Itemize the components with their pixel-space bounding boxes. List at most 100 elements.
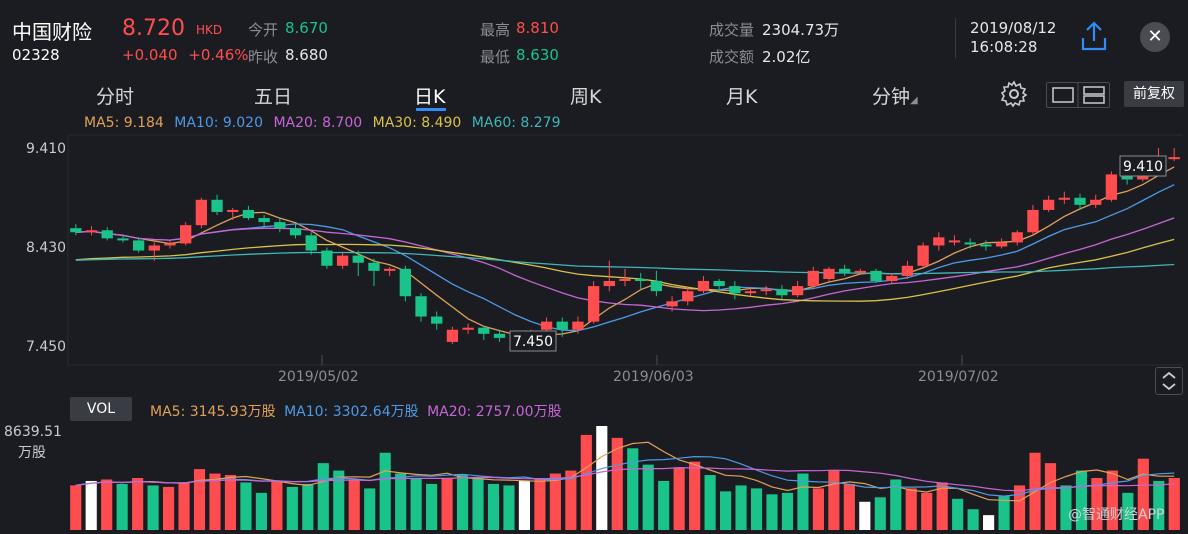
volume-bar bbox=[70, 485, 82, 530]
volume-bar bbox=[812, 488, 824, 530]
vol-ma5-line bbox=[75, 441, 1175, 502]
volume-bar bbox=[1168, 478, 1180, 530]
candle-body bbox=[933, 237, 945, 246]
low-tag-text: 7.450 bbox=[513, 334, 553, 350]
volume-bar bbox=[596, 426, 608, 530]
volume-bar bbox=[781, 492, 794, 530]
volume-bar bbox=[395, 473, 407, 530]
volume-bar bbox=[611, 437, 623, 530]
candle-body bbox=[760, 289, 772, 292]
stock-name: 中国财险 bbox=[12, 20, 92, 44]
volume-bar bbox=[936, 482, 948, 530]
volume-bar bbox=[843, 483, 855, 530]
volume-bar bbox=[797, 473, 809, 530]
open-label: 今开 bbox=[248, 21, 279, 39]
candlestick-chart[interactable]: 9.410 7.450 bbox=[0, 0, 1188, 400]
volume-bar bbox=[580, 434, 592, 530]
quote-date: 2019/08/12 bbox=[970, 19, 1057, 37]
volume-bar bbox=[1091, 478, 1103, 530]
volume-bar bbox=[426, 483, 438, 530]
prev-close-label: 昨收 bbox=[248, 48, 279, 66]
volume-bar bbox=[101, 479, 113, 530]
candle-body bbox=[1027, 209, 1039, 233]
volume-bar bbox=[1122, 492, 1134, 530]
candle-body bbox=[336, 255, 349, 266]
volume-bar bbox=[998, 495, 1010, 530]
volume-bar bbox=[750, 488, 763, 530]
collapse-toggle[interactable] bbox=[1155, 367, 1183, 395]
volume-bar bbox=[828, 470, 840, 530]
candle-body bbox=[823, 268, 835, 279]
tab-intraday[interactable]: 分时 bbox=[96, 86, 135, 108]
candle-body bbox=[101, 230, 113, 239]
watermark: @智通财经APP bbox=[1068, 507, 1165, 523]
tab-daily-k[interactable]: 日K bbox=[414, 86, 446, 108]
volume-bar bbox=[874, 497, 886, 530]
price-change: +0.040 +0.46% bbox=[122, 46, 249, 64]
volume-bar bbox=[1137, 458, 1149, 530]
volume-bar bbox=[456, 475, 469, 530]
candle-body bbox=[886, 275, 898, 282]
tab-five-day[interactable]: 五日 bbox=[254, 86, 293, 108]
settings-gear-icon[interactable] bbox=[1000, 80, 1028, 108]
share-icon[interactable] bbox=[1080, 20, 1108, 52]
close-icon: ✕ bbox=[1147, 26, 1163, 47]
candle-body bbox=[305, 235, 317, 251]
volume-bar bbox=[719, 491, 732, 530]
candle-body bbox=[635, 278, 647, 282]
volume-bar bbox=[240, 482, 252, 530]
volume-axis-unit: 万股 bbox=[18, 445, 46, 461]
volume-bar bbox=[952, 498, 964, 530]
candle-body bbox=[1058, 197, 1070, 200]
volume-bar bbox=[193, 469, 206, 530]
candle-body bbox=[478, 327, 490, 334]
tab-minute[interactable]: 分钟◢ bbox=[872, 82, 918, 109]
candle-body bbox=[619, 278, 631, 282]
candle-body bbox=[1011, 232, 1023, 243]
candle-body bbox=[164, 243, 176, 246]
candle-body bbox=[540, 321, 553, 330]
candle-body bbox=[1074, 197, 1086, 205]
volume-bar bbox=[410, 478, 422, 530]
candle-body bbox=[399, 268, 411, 297]
volume-bar bbox=[379, 452, 391, 530]
volume-bar bbox=[859, 501, 871, 530]
active-tab-indicator bbox=[416, 108, 446, 111]
layout-toggle[interactable] bbox=[1046, 82, 1110, 108]
candle-body bbox=[776, 289, 788, 296]
volume-bar bbox=[209, 473, 221, 530]
currency-label: HKD bbox=[196, 23, 223, 37]
candle-body bbox=[854, 270, 867, 273]
high-price-tag: 9.410 bbox=[1119, 155, 1167, 177]
tab-monthly-k[interactable]: 月K bbox=[726, 86, 758, 108]
candle-body bbox=[839, 268, 851, 273]
candle-body bbox=[117, 238, 129, 241]
volume-bar bbox=[1075, 470, 1088, 530]
volume-ma-legend: MA5: 3145.93万股 MA10: 3302.64万股 MA20: 275… bbox=[150, 401, 562, 421]
tab-weekly-k[interactable]: 周K bbox=[570, 86, 602, 108]
candle-body bbox=[603, 281, 615, 287]
candle-body bbox=[744, 291, 757, 294]
ma5-line bbox=[75, 166, 1175, 337]
date-label-may: 2019/05/02 bbox=[278, 369, 359, 385]
candle-body bbox=[1042, 199, 1055, 210]
volume-bar bbox=[317, 463, 329, 530]
close-button[interactable]: ✕ bbox=[1140, 22, 1170, 52]
low-label: 最低 bbox=[480, 48, 511, 66]
candle-body bbox=[368, 262, 380, 271]
ma20-line bbox=[75, 217, 1175, 312]
volume-bar bbox=[255, 492, 267, 530]
volume-indicator-button[interactable]: VOL bbox=[70, 397, 132, 421]
candle-body bbox=[180, 225, 192, 244]
volume-label: 成交量 bbox=[709, 21, 755, 39]
volume-chart[interactable] bbox=[0, 420, 1188, 534]
volume-bar bbox=[905, 488, 917, 530]
vol-ma20-line bbox=[75, 466, 1175, 492]
candle-body bbox=[682, 291, 694, 302]
candle-body bbox=[729, 286, 741, 294]
candle-body bbox=[1090, 199, 1102, 205]
candle-body bbox=[917, 245, 929, 266]
stock-code: 02328 bbox=[12, 46, 60, 64]
adjust-mode-button[interactable]: 前复权 bbox=[1124, 81, 1184, 107]
candle-body bbox=[556, 321, 568, 330]
